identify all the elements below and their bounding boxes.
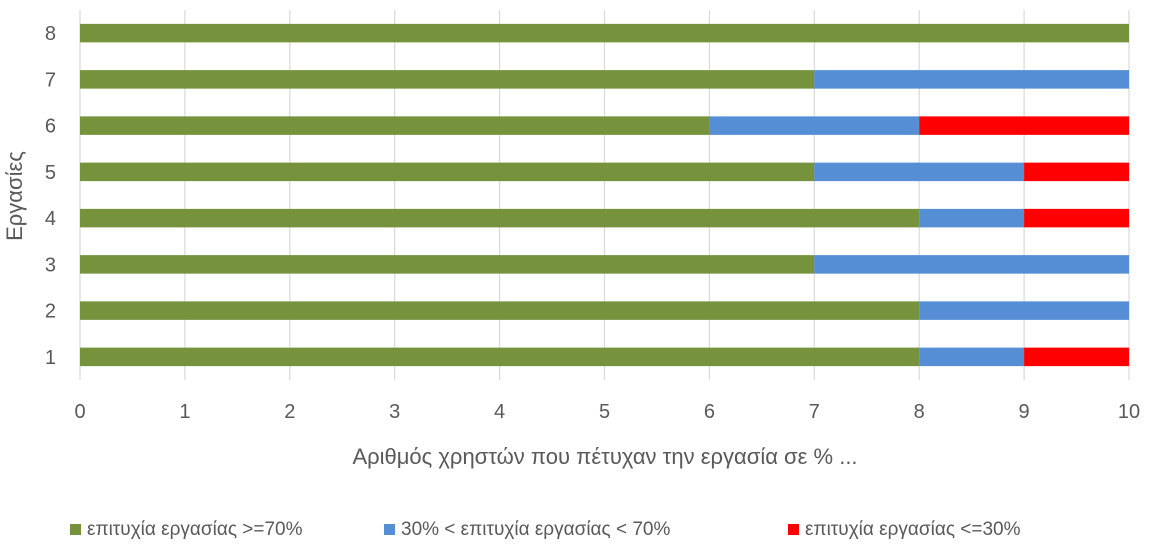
bar-segment xyxy=(80,162,815,182)
legend-label: επιτυχία εργασίας <=30% xyxy=(805,519,1021,540)
bar-segment xyxy=(80,301,920,320)
bar-segment xyxy=(919,208,1025,228)
bar-segment xyxy=(814,255,1129,274)
bar-segment xyxy=(814,70,1129,89)
y-tick-label: 8 xyxy=(45,23,56,45)
bars xyxy=(80,23,1129,367)
legend: επιτυχία εργασίας >=70% 30% < επιτυχία ερ… xyxy=(70,519,1021,540)
x-tick-label: 10 xyxy=(1118,401,1140,423)
y-tick-label: 6 xyxy=(45,116,56,138)
y-tick-label: 3 xyxy=(45,254,56,276)
x-tick-label: 4 xyxy=(494,401,505,423)
bar-segment xyxy=(814,162,1025,182)
y-tick-label: 2 xyxy=(45,301,56,323)
x-tick-label: 6 xyxy=(704,401,715,423)
x-tick-label: 1 xyxy=(179,401,190,423)
x-axis-title: Αριθμός χρηστών που πέτυχαν την εργασία … xyxy=(352,444,857,469)
bar-segment xyxy=(80,116,710,135)
bar-segment xyxy=(919,347,1025,367)
y-tick-label: 5 xyxy=(45,162,56,184)
x-tick-label: 5 xyxy=(599,401,610,423)
bar-segment xyxy=(1024,162,1129,182)
x-tick-label: 3 xyxy=(389,401,400,423)
bar-segment xyxy=(919,301,1129,320)
y-tick-label: 7 xyxy=(45,69,56,91)
bar-segment xyxy=(919,116,1129,135)
bar-segment xyxy=(1024,347,1129,367)
y-tick-label: 4 xyxy=(45,208,56,230)
x-tick-labels: 0 1 2 3 4 5 6 7 8 9 10 xyxy=(74,401,1140,423)
bar-segment xyxy=(80,347,920,367)
x-tick-label: 2 xyxy=(284,401,295,423)
legend-swatch xyxy=(70,524,81,535)
x-tick-label: 0 xyxy=(74,401,85,423)
legend-label: 30% < επιτυχία εργασίας < 70% xyxy=(401,519,670,540)
bar-segment xyxy=(80,23,1129,43)
legend-swatch xyxy=(788,524,799,535)
bar-segment xyxy=(80,208,920,228)
y-tick-label: 1 xyxy=(45,347,56,369)
legend-label: επιτυχία εργασίας >=70% xyxy=(87,519,303,540)
x-tick-label: 8 xyxy=(914,401,925,423)
y-axis-title: Εργασίες xyxy=(2,151,27,241)
gridlines xyxy=(79,10,1130,380)
bar-segment xyxy=(1024,208,1129,228)
bar-segment xyxy=(80,70,815,89)
y-tick-labels: 1 2 3 4 5 6 7 8 xyxy=(45,23,56,369)
legend-swatch xyxy=(384,524,395,535)
bar-segment xyxy=(709,116,920,135)
x-tick-label: 9 xyxy=(1019,401,1030,423)
x-tick-label: 7 xyxy=(809,401,820,423)
bar-segment xyxy=(80,255,815,274)
